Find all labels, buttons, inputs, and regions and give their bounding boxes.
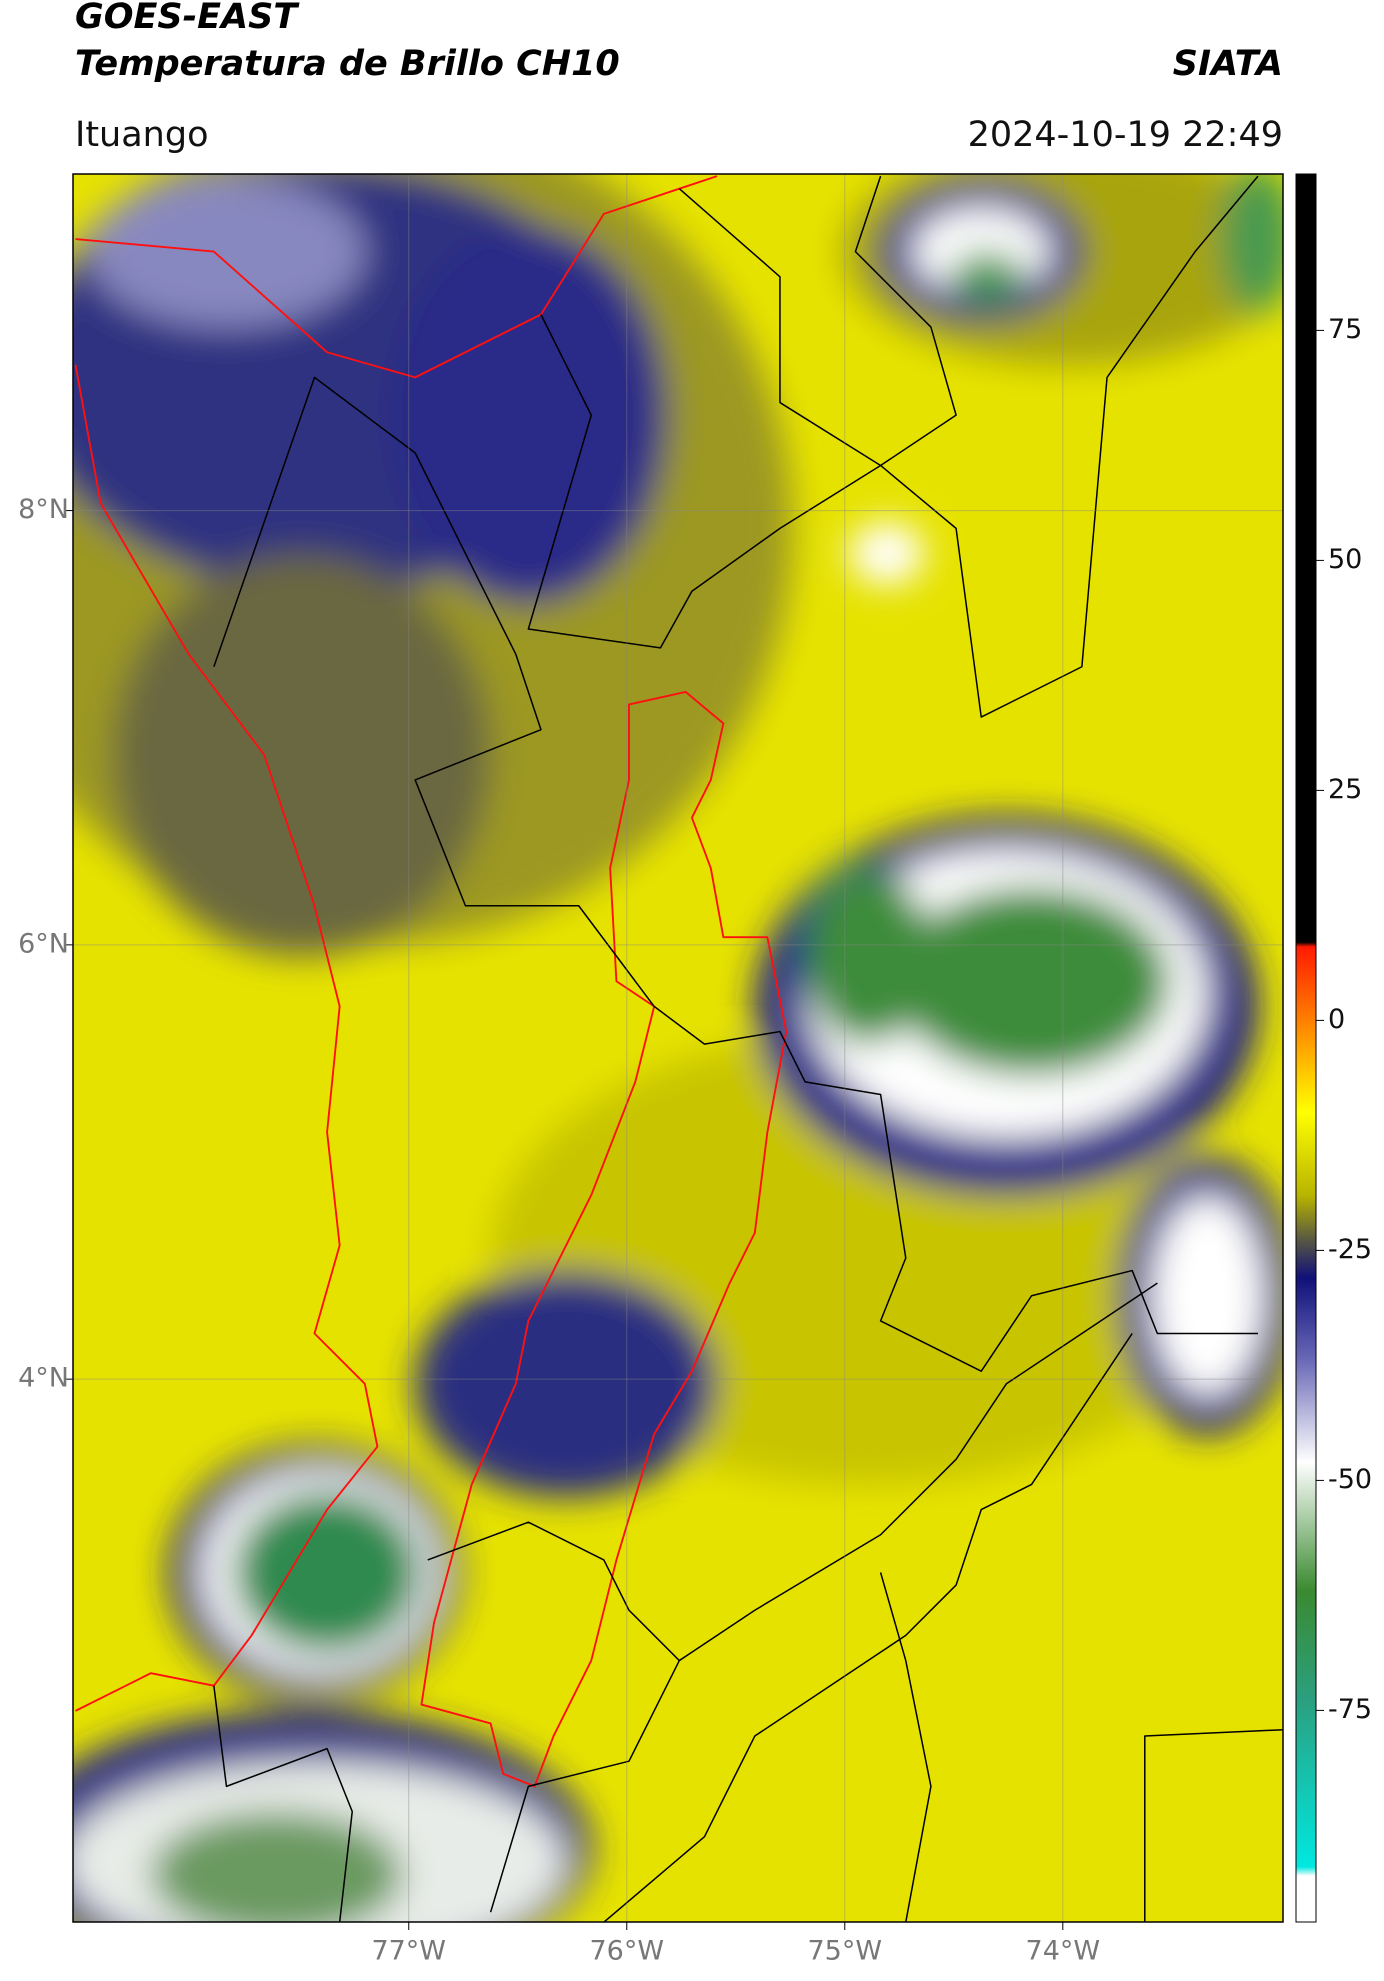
- colorbar: [1295, 173, 1317, 1923]
- colorbar-tick-label: -75: [1328, 1694, 1372, 1725]
- colorbar-tick-label: -25: [1328, 1234, 1372, 1265]
- colorbar-tick-label: 75: [1328, 314, 1362, 345]
- y-tick-label: 6°N: [18, 928, 69, 959]
- datetime: 2024-10-19 22:49: [968, 115, 1283, 155]
- x-tick-label: 74°W: [1026, 1936, 1101, 1967]
- satellite-image: [73, 174, 1283, 1922]
- x-tick-label: 77°W: [371, 1936, 446, 1967]
- colorbar-tick-label: 25: [1328, 774, 1362, 805]
- y-tick-label: 8°N: [18, 494, 69, 525]
- subtitle: Temperatura de Brillo CH10: [75, 44, 620, 84]
- title: GOES-EAST: [75, 0, 300, 37]
- colorbar-tick-label: 0: [1328, 1004, 1345, 1035]
- location: Ituango: [75, 115, 209, 155]
- x-tick-label: 75°W: [808, 1936, 883, 1967]
- y-tick-label: 4°N: [18, 1363, 69, 1394]
- grid: [73, 174, 1283, 1922]
- map-frame: [72, 173, 1284, 1923]
- colorbar-tick-label: -50: [1328, 1464, 1372, 1495]
- brand: SIATA: [1173, 44, 1283, 84]
- colorbar-tick-label: 50: [1328, 544, 1362, 575]
- x-tick-label: 76°W: [589, 1936, 664, 1967]
